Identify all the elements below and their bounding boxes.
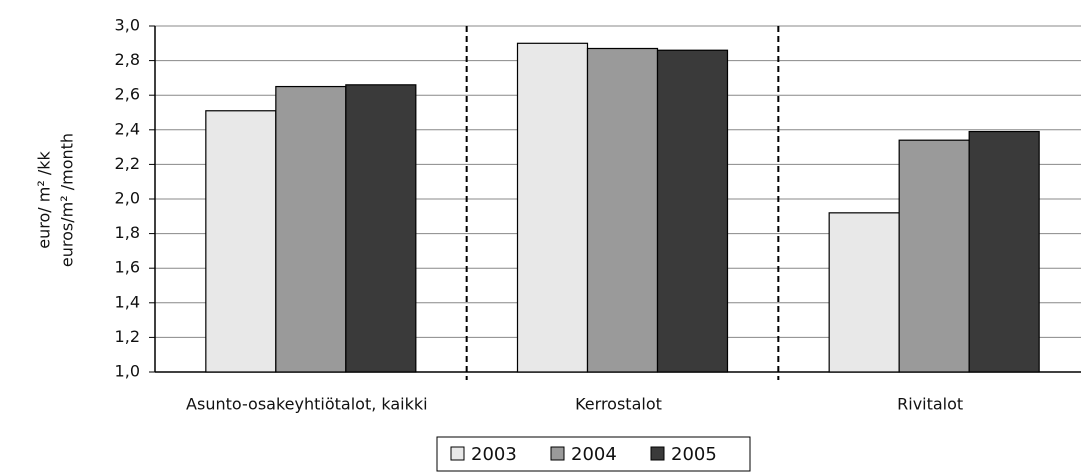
y-axis-label: euro/ m² /kk [35,151,54,249]
bar [656,49,729,373]
bar [968,130,1040,373]
x-tick-label: Kerrostalot [575,395,662,414]
legend-label: 2005 [671,444,717,465]
y-tick-label: 2,6 [115,85,140,104]
y-tick-label: 2,8 [115,50,140,69]
y-axis-label: euros/m² /month [58,133,77,267]
x-tick-label: Asunto-osakeyhtiötalot, kaikki [186,395,428,414]
x-tick-label: Rivitalot [897,395,963,414]
y-tick-label: 2,0 [115,189,140,208]
bar [275,85,347,373]
y-tick-label: 1,2 [115,327,140,346]
legend-label: 2003 [471,444,517,465]
y-tick-label: 1,4 [115,292,140,311]
legend-label: 2004 [571,444,617,465]
bar [828,212,900,373]
bar [345,84,417,373]
y-tick-label: 1,6 [115,258,140,277]
y-tick-label: 1,8 [115,223,140,242]
bar [205,110,277,373]
y-tick-label: 2,4 [115,119,140,138]
legend-swatch [450,446,465,461]
bar [586,47,659,373]
legend-swatch [550,446,565,461]
legend-box [436,436,751,472]
y-tick-label: 3,0 [115,16,140,35]
bar [898,139,970,373]
y-tick-label: 2,2 [115,154,140,173]
legend-swatch [650,446,665,461]
y-tick-label: 1,0 [115,362,140,381]
bar [516,42,589,373]
